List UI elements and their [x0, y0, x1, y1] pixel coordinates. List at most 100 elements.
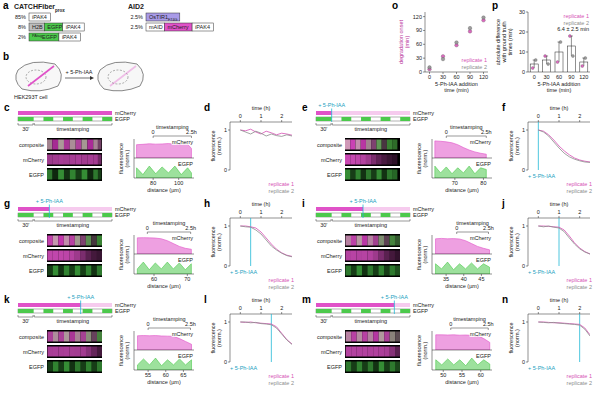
addition-label: + 5-Ph-IAA — [381, 294, 408, 300]
image-label: composite — [19, 238, 44, 244]
image-cell — [395, 236, 400, 246]
label-line: (norm.) — [514, 329, 520, 347]
schematic-egfp-stripe — [63, 117, 73, 121]
tick-label: 45 — [478, 276, 484, 282]
addition-label: + 5-Ph-IAA — [67, 294, 94, 300]
image-cell — [350, 170, 355, 180]
tick-label: 1 — [557, 305, 560, 311]
tick-label: 90 — [467, 74, 473, 80]
image-cell — [47, 362, 53, 372]
schematic-mcherry-degraded — [363, 207, 410, 211]
tick-label: 1 — [224, 319, 227, 325]
construct-box — [59, 33, 81, 41]
box-text: iPAK4 — [195, 24, 210, 30]
image-cell — [389, 236, 395, 246]
tick — [261, 312, 262, 314]
image-cell — [362, 251, 368, 261]
profile-y-axis — [134, 235, 135, 274]
timestamping-label: timestamping — [354, 318, 387, 324]
image-cell — [373, 332, 379, 342]
image-cell — [53, 362, 59, 372]
tick-label: 0 — [224, 263, 227, 269]
axis-title: 5-Ph-IAA additiontime (min) — [538, 81, 581, 93]
series-label: EGFP — [178, 353, 193, 359]
image-cell — [80, 347, 86, 357]
image-cell — [351, 266, 357, 276]
axis-title: distance (µm) — [147, 283, 181, 289]
image-cell — [351, 332, 357, 342]
tick-label: 35 — [443, 276, 449, 282]
addition-label: + 5-Ph-IAA — [528, 173, 555, 179]
image-cell — [52, 170, 58, 180]
image-cell — [346, 347, 352, 357]
point — [568, 35, 571, 38]
tick-label: 60 — [416, 41, 422, 47]
image-cell — [87, 140, 93, 150]
axis-title: distance (µm) — [147, 379, 181, 385]
addition-line — [538, 122, 539, 170]
image-cell — [86, 332, 92, 342]
image-cell — [389, 251, 395, 261]
image-strip — [345, 330, 400, 343]
timestamping-bracket — [34, 123, 112, 125]
timestamp-bracket — [457, 232, 489, 234]
schematic-egfp — [18, 213, 112, 217]
schematic-egfp — [18, 117, 112, 121]
label-line: fluorescence — [210, 226, 216, 257]
cell — [98, 62, 144, 91]
panel-letter: i — [302, 198, 305, 209]
axis-title: time (h) — [252, 105, 271, 111]
profile-area — [435, 166, 486, 178]
profile-area — [137, 262, 191, 274]
addition-label: + 5-Ph-IAA — [318, 102, 345, 108]
pulse-label: 30' — [320, 126, 327, 132]
schematic-egfp-pulse — [18, 117, 34, 121]
image-cell — [373, 251, 379, 261]
schematic-label: EGFP — [115, 308, 130, 314]
tick-label: 0 — [522, 69, 525, 75]
tick — [526, 52, 528, 53]
profile-baseline — [432, 254, 492, 255]
axis-title: time (h) — [550, 297, 569, 303]
schematic-mcherry — [18, 111, 112, 115]
tick-label: 120 — [579, 74, 588, 80]
image-cell — [86, 362, 92, 372]
schematic-egfp-stripe — [381, 213, 391, 217]
timestamp-start: 0 — [147, 321, 150, 327]
time-line — [538, 130, 590, 162]
pulse-label: 30' — [22, 318, 29, 324]
tick-label: 100 — [174, 180, 183, 186]
image-strip — [47, 249, 102, 262]
image-cell — [76, 155, 82, 165]
image-label: composite — [19, 142, 44, 148]
point — [428, 66, 432, 70]
series-label: EGFP — [476, 257, 491, 263]
image-cell — [58, 251, 64, 261]
image-cell — [384, 332, 390, 342]
box-text: EGFP — [47, 24, 62, 30]
timestamping-label: timestamping — [354, 222, 387, 228]
image-cell — [53, 266, 59, 276]
image-cell — [345, 266, 351, 276]
series-label: mCherry — [172, 139, 193, 145]
image-cell — [368, 362, 374, 372]
image-cell — [382, 170, 387, 180]
construct-box — [164, 23, 192, 31]
label-line: (norm.) — [216, 137, 222, 155]
bar-marks — [530, 35, 588, 73]
tick-label: 1 — [522, 319, 525, 325]
timestamping-bracket — [34, 315, 112, 317]
legend-entry: replicate 1 — [462, 57, 487, 63]
image-cells — [47, 236, 102, 246]
tick-label: 0 — [537, 305, 540, 311]
panel-letter: a — [3, 0, 9, 11]
image-cell — [357, 362, 363, 372]
tick — [579, 216, 580, 218]
tick — [526, 322, 528, 323]
image-cell — [366, 155, 371, 165]
schematic-egfp-stripe — [43, 213, 53, 217]
image-cell — [371, 140, 376, 150]
panel-letter: k — [4, 294, 10, 305]
tick — [559, 120, 560, 122]
tick-label: 30 — [519, 9, 525, 15]
